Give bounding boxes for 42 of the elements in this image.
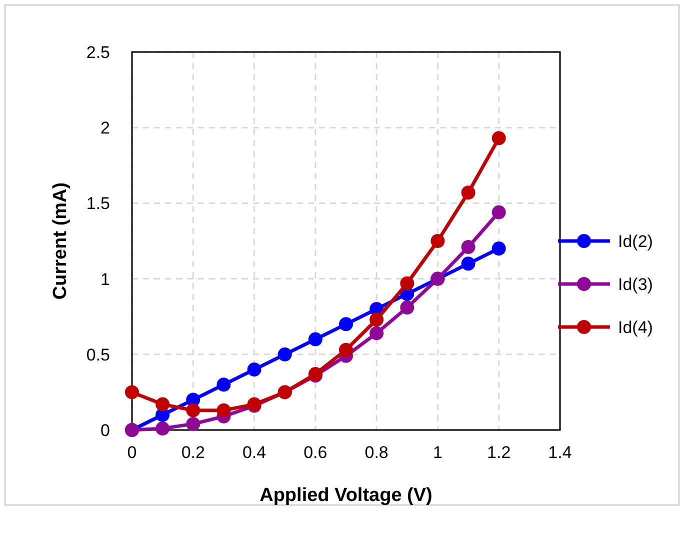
point [125,385,139,400]
point [370,312,384,327]
point [339,342,353,357]
y-tick-label: 2 [100,118,110,138]
point [186,403,200,418]
x-tick-label: 0.8 [364,443,388,462]
x-tick-label: 0 [127,443,137,462]
point [247,362,262,377]
x-tick-label: 0.2 [181,443,205,462]
point [400,276,414,290]
y-tick-label: 1 [100,270,110,289]
point [370,326,384,340]
point [216,403,231,418]
point [339,317,353,332]
point [461,186,476,200]
point [492,131,506,146]
y-tick-label: 1.5 [86,194,110,214]
point [156,397,170,412]
x-tick-label: 1 [432,443,442,462]
legend-label: Id(2) [618,232,653,251]
point [186,416,200,431]
y-tick-label: 0 [100,421,110,440]
x-axis-title: Applied Voltage (V) [260,485,432,506]
point [492,242,506,256]
x-tick-label: 1.4 [548,443,572,462]
x-tick-label: 1.2 [487,443,511,462]
point [156,421,170,436]
point [278,347,292,362]
point [308,332,322,346]
point [461,256,476,271]
y-tick-label: 0.5 [86,345,110,364]
legend-label: Id(4) [618,318,653,337]
point [430,234,445,248]
point [492,205,506,220]
x-tick-label: 0.4 [242,443,266,462]
x-tick-label: 0.6 [304,443,328,462]
point [400,300,414,315]
y-tick-label: 2.5 [86,43,110,62]
point [216,378,231,392]
legend-label: Id(3) [618,275,653,294]
point [461,240,476,254]
y-axis-title: Current (mA) [50,182,71,300]
